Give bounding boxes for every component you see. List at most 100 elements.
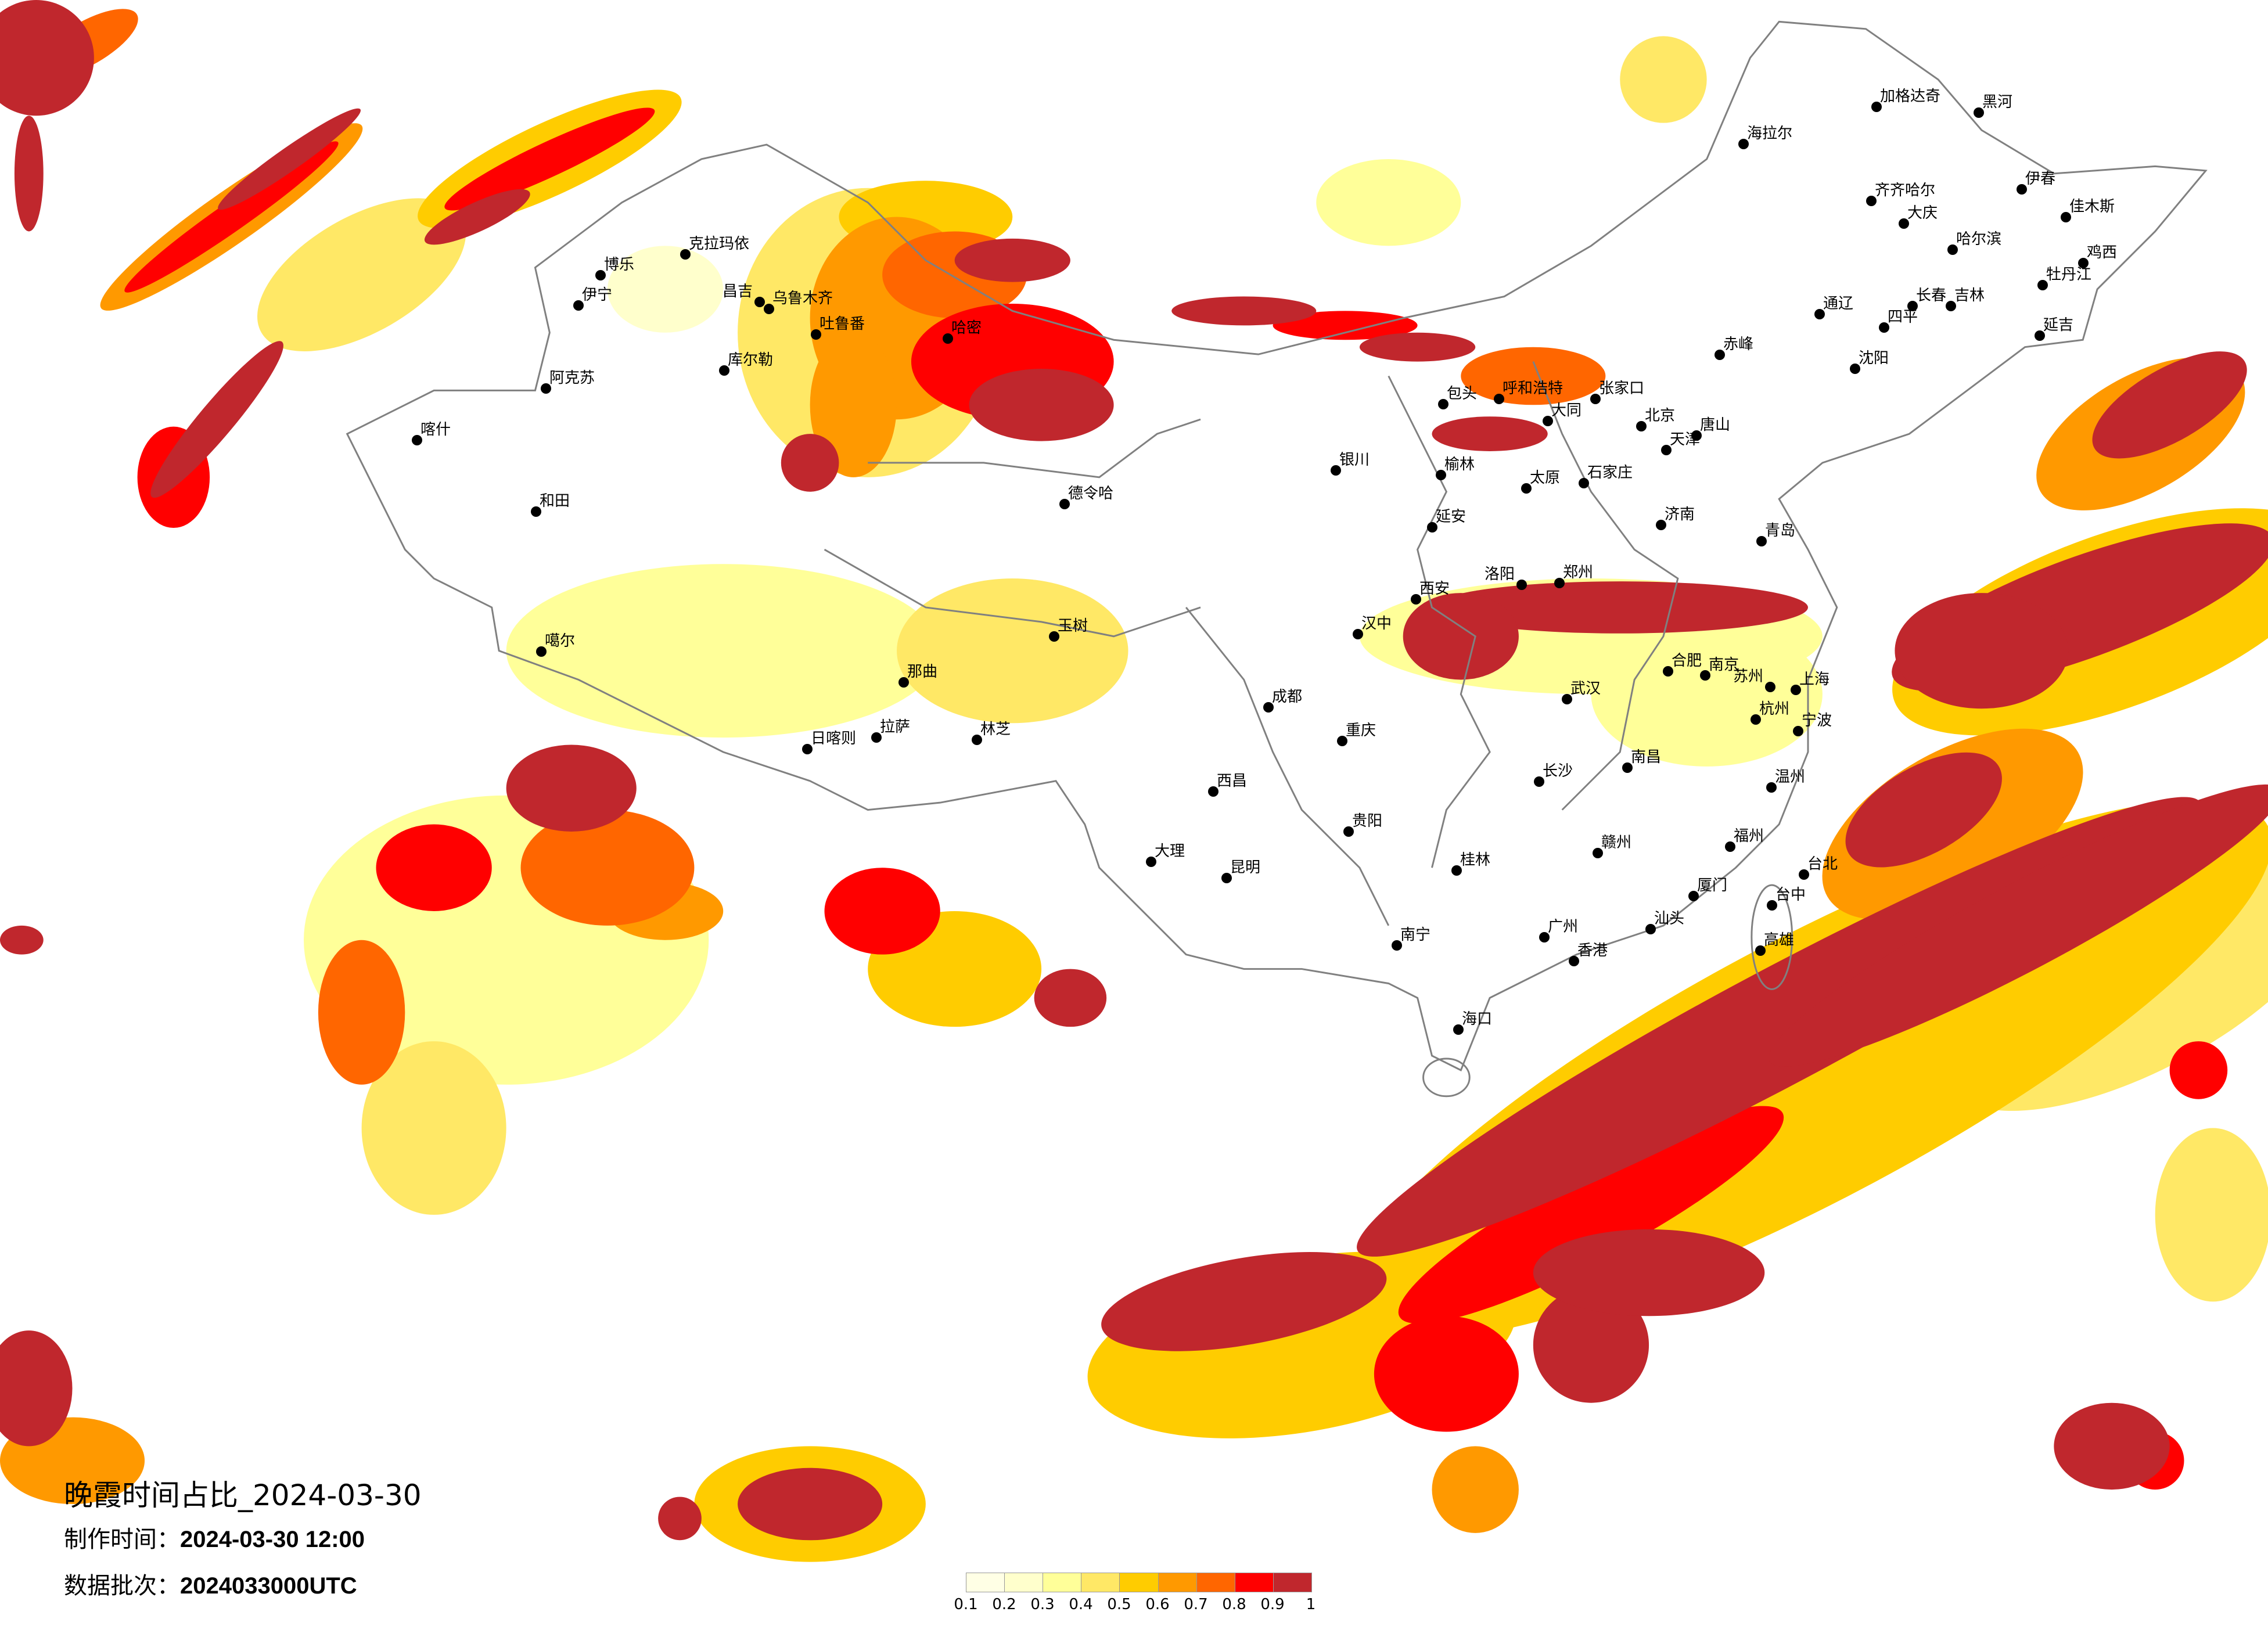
city-label: 长沙	[1543, 762, 1573, 780]
city-label: 伊宁	[582, 286, 612, 304]
city-label: 哈密	[951, 319, 982, 337]
city-dot-icon	[412, 435, 422, 445]
legend-tick-label: 0.9	[1260, 1596, 1285, 1613]
city-marker: 南京	[1700, 656, 1739, 681]
city-label: 博乐	[604, 256, 634, 274]
city-marker: 北京	[1636, 407, 1675, 431]
sunset-ratio-cell	[658, 1497, 702, 1541]
data-batch-label: 数据批次：	[64, 1573, 180, 1599]
city-marker: 桂林	[1451, 851, 1490, 876]
legend-tick-label: 0.3	[1030, 1596, 1055, 1613]
sunset-ratio-cell	[1769, 784, 2268, 1067]
legend-swatch	[1043, 1573, 1082, 1592]
legend-swatch	[1273, 1573, 1311, 1592]
city-marker: 哈密	[943, 319, 982, 344]
city-marker: 博乐	[595, 256, 634, 280]
sunset-ratio-cell	[810, 332, 897, 477]
city-dot-icon	[1656, 520, 1666, 530]
city-dot-icon	[1539, 932, 1550, 942]
sunset-ratio-cell	[1273, 311, 1418, 340]
city-label: 吐鲁番	[820, 315, 865, 333]
city-dot-icon	[754, 297, 765, 307]
city-label: 库尔勒	[728, 351, 773, 369]
sunset-ratio-cell	[150, 341, 283, 498]
city-dot-icon	[1436, 470, 1446, 480]
sunset-ratio-cell	[1432, 1446, 1519, 1533]
city-marker: 昆明	[1221, 859, 1260, 883]
city-label: 汉中	[1361, 615, 1392, 632]
province-boundary	[1388, 375, 1491, 868]
city-marker: 伊宁	[573, 286, 612, 311]
province-boundary	[868, 418, 1201, 479]
city-dot-icon	[1221, 873, 1232, 883]
city-marker: 那曲	[898, 663, 937, 688]
sunset-ratio-cell	[1374, 1316, 1519, 1432]
city-label: 上海	[1799, 671, 1830, 688]
city-label: 哈尔滨	[1956, 231, 2001, 248]
city-dot-icon	[1799, 869, 1809, 880]
city-marker: 呼和浩特	[1494, 380, 1563, 404]
city-marker: 大同	[1543, 402, 1582, 426]
city-dot-icon	[1427, 522, 1437, 533]
city-marker: 吉林	[1946, 287, 1985, 311]
city-label: 德令哈	[1068, 485, 1113, 502]
city-marker: 汕头	[1645, 910, 1684, 934]
city-label: 台北	[1807, 855, 1838, 873]
city-marker: 克拉玛依	[680, 235, 749, 260]
city-dot-icon	[1974, 107, 1984, 118]
city-label: 南宁	[1400, 926, 1430, 944]
sunset-ratio-cell	[1845, 752, 2002, 868]
hainan-boundary	[1422, 1057, 1471, 1098]
city-dot-icon	[1866, 196, 1877, 206]
city-dot-icon	[1636, 421, 1647, 431]
city-marker: 青岛	[1756, 522, 1795, 546]
city-marker: 喀什	[412, 421, 451, 445]
city-dot-icon	[1715, 350, 1725, 360]
city-marker: 济南	[1656, 506, 1695, 530]
legend-swatch	[1120, 1573, 1159, 1592]
city-label: 海口	[1462, 1010, 1492, 1028]
city-marker: 拉萨	[871, 718, 910, 743]
sunset-ratio-cell	[376, 824, 492, 911]
sunset-ratio-cell	[424, 189, 530, 245]
china-boundary	[346, 20, 2208, 1098]
city-marker: 唐山	[1691, 416, 1730, 441]
city-marker: 伊春	[2017, 170, 2055, 195]
city-marker: 台北	[1799, 855, 1838, 880]
city-marker: 台中	[1767, 886, 1806, 911]
city-label: 北京	[1645, 407, 1675, 425]
city-label: 西昌	[1217, 772, 1247, 790]
province-boundary	[1185, 607, 1390, 926]
city-label: 桂林	[1460, 851, 1490, 869]
sunset-ratio-cell	[2092, 351, 2247, 459]
city-dot-icon	[1879, 322, 1889, 333]
city-label: 广州	[1548, 918, 1578, 936]
city-label: 杭州	[1759, 700, 1789, 718]
sunset-ratio-cell	[14, 116, 44, 232]
city-label: 延吉	[2043, 316, 2073, 334]
color-legend: 0.1 0.2 0.3 0.4 0.5 0.6 0.7 0.8 0.9 1	[954, 1573, 1315, 1625]
city-dot-icon	[1569, 956, 1579, 966]
city-label: 大庆	[1907, 204, 1938, 222]
city-label: 通辽	[1823, 295, 1853, 312]
city-marker: 长沙	[1534, 762, 1573, 787]
city-dot-icon	[1534, 776, 1544, 787]
sunset-ratio-cell	[1533, 1229, 1765, 1316]
city-label: 高雄	[1764, 931, 1794, 949]
city-dot-icon	[1691, 430, 1702, 441]
city-label: 南昌	[1631, 749, 1661, 766]
city-dot-icon	[1392, 940, 1402, 951]
city-label: 苏州	[1733, 668, 1763, 685]
city-dot-icon	[536, 646, 547, 657]
sunset-ratio-cell	[1101, 1252, 1387, 1351]
city-label: 克拉玛依	[689, 235, 749, 253]
city-label: 昌吉	[723, 283, 753, 300]
city-marker: 加格达奇	[1871, 88, 1940, 112]
data-batch: 数据批次：2024033000UTC	[64, 1567, 357, 1600]
city-marker: 四平	[1879, 308, 1918, 333]
city-label: 赣州	[1601, 834, 1631, 851]
city-label: 牡丹江	[2046, 266, 2091, 283]
city-label: 合肥	[1672, 652, 1702, 670]
province-boundary	[824, 549, 1201, 638]
